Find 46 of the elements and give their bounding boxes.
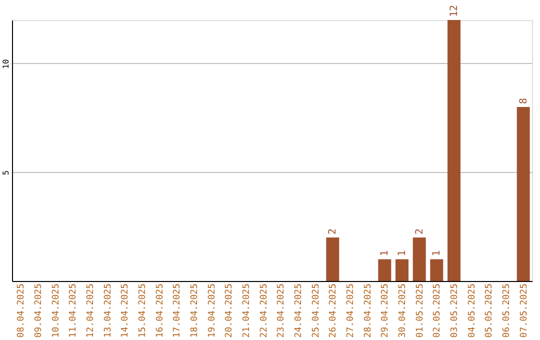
bar: [326, 238, 340, 281]
data-label: 2: [414, 228, 426, 234]
data-label: 1: [397, 250, 408, 256]
y-tick-label: 5: [2, 170, 10, 176]
x-tick-label: 13.04.2025: [103, 284, 114, 338]
x-tick-label: 05.05.2025: [484, 284, 495, 338]
x-tick-label: 07.05.2025: [519, 284, 530, 338]
x-tick-label: 26.04.2025: [328, 284, 339, 338]
x-tick-label: 06.05.2025: [502, 284, 512, 338]
x-tick-label: 12.04.2025: [86, 284, 96, 338]
x-tick-label: 03.05.2025: [450, 284, 460, 338]
data-label: 1: [380, 250, 391, 256]
x-tick-label: 15.04.2025: [138, 284, 148, 338]
x-tick-label: 11.04.2025: [68, 284, 79, 338]
y-tick-label: 10: [2, 59, 10, 69]
x-tick-label: 14.04.2025: [120, 284, 131, 338]
x-tick-label: 08.04.2025: [16, 284, 27, 338]
bar: [412, 238, 426, 281]
x-tick-label: 02.05.2025: [432, 284, 443, 338]
x-tick-label: 30.04.2025: [398, 284, 408, 338]
x-tick-label: 17.04.2025: [172, 284, 183, 338]
data-label: 2: [328, 228, 339, 234]
bar: [448, 20, 460, 281]
x-tick-label: 19.04.2025: [207, 284, 218, 338]
x-tick-label: 16.04.2025: [155, 284, 166, 338]
x-tick-label: 29.04.2025: [380, 284, 391, 338]
x-tick-label: 09.04.2025: [34, 284, 44, 338]
x-tick-label: 27.04.2025: [346, 284, 356, 338]
x-tick-label: 24.04.2025: [294, 284, 304, 338]
data-label: 12: [449, 4, 460, 17]
x-tick-label: 23.04.2025: [276, 284, 287, 338]
x-tick-label: 18.04.2025: [190, 284, 200, 338]
data-label: 8: [518, 98, 530, 104]
x-tick-label: 21.04.2025: [242, 284, 252, 338]
x-tick-label: 04.05.2025: [467, 284, 478, 338]
x-tick-label: 28.04.2025: [363, 284, 374, 338]
x-tick-label: 01.05.2025: [415, 284, 426, 338]
x-tick-label: 10.04.2025: [51, 284, 62, 338]
bar: [396, 259, 408, 281]
x-tick-label: 25.04.2025: [311, 284, 322, 338]
bar: [430, 259, 444, 281]
x-tick-label: 20.04.2025: [224, 284, 235, 338]
x-tick-label: 22.04.2025: [259, 284, 270, 338]
bar: [516, 107, 530, 281]
data-label: 1: [432, 250, 443, 256]
bar: [378, 259, 392, 281]
